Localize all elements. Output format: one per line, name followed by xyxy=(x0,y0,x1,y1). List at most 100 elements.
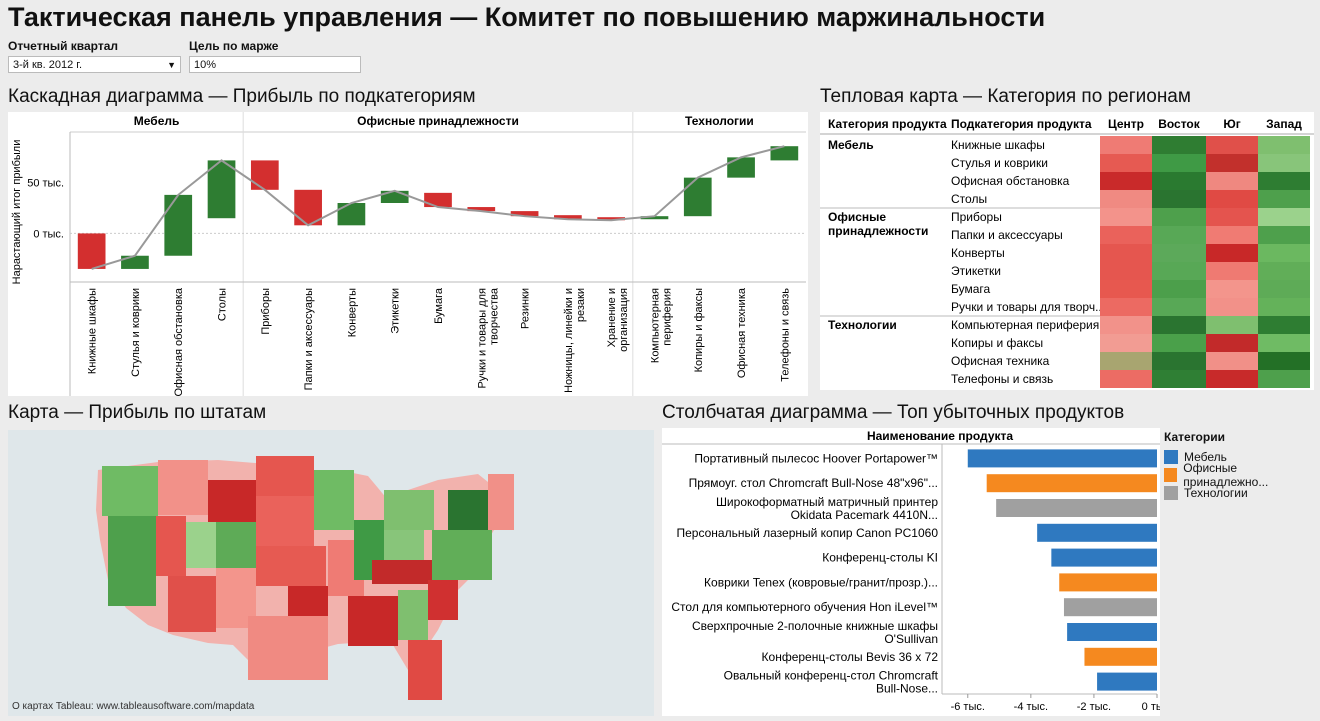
waterfall-bar[interactable] xyxy=(597,217,626,221)
heatmap-cell[interactable] xyxy=(1206,262,1258,280)
heatmap-cell[interactable] xyxy=(1206,136,1258,154)
heatmap-cell[interactable] xyxy=(1152,280,1206,298)
waterfall-bar[interactable] xyxy=(294,189,322,226)
bar-mark[interactable] xyxy=(967,449,1157,468)
heatmap-cell[interactable] xyxy=(1100,172,1152,190)
heatmap-cell[interactable] xyxy=(1206,316,1258,334)
state-region-oklahoma[interactable] xyxy=(288,586,328,616)
heatmap-cell[interactable] xyxy=(1100,262,1152,280)
heatmap-cell[interactable] xyxy=(1206,190,1258,208)
state-region-california[interactable] xyxy=(108,516,156,606)
heatmap-cell[interactable] xyxy=(1258,298,1310,316)
state-region-new-england[interactable] xyxy=(488,474,514,530)
waterfall-bar[interactable] xyxy=(510,211,539,217)
bar-mark[interactable] xyxy=(1051,548,1157,567)
waterfall-bar[interactable] xyxy=(121,255,149,269)
bar-mark[interactable] xyxy=(1084,647,1157,666)
state-region-carolinas[interactable] xyxy=(428,580,458,620)
bar-mark[interactable] xyxy=(1059,573,1157,592)
waterfall-bar[interactable] xyxy=(727,157,755,178)
state-region-plains[interactable] xyxy=(256,496,314,546)
heatmap-cell[interactable] xyxy=(1152,370,1206,388)
bar-mark[interactable] xyxy=(986,474,1157,493)
heatmap-cell[interactable] xyxy=(1258,370,1310,388)
heatmap-cell[interactable] xyxy=(1100,280,1152,298)
heatmap-cell[interactable] xyxy=(1206,298,1258,316)
heatmap-cell[interactable] xyxy=(1100,334,1152,352)
legend-item-tech[interactable]: Технологии xyxy=(1164,484,1318,502)
heatmap-cell[interactable] xyxy=(1152,334,1206,352)
heatmap-cell[interactable] xyxy=(1258,262,1310,280)
margin-input[interactable]: 10% xyxy=(189,56,361,73)
state-region-kansas[interactable] xyxy=(256,546,326,586)
heatmap-cell[interactable] xyxy=(1206,244,1258,262)
heatmap-cell[interactable] xyxy=(1206,172,1258,190)
waterfall-bar[interactable] xyxy=(164,194,193,256)
us-states-map[interactable] xyxy=(8,430,654,716)
heatmap-cell[interactable] xyxy=(1152,136,1206,154)
heatmap-cell[interactable] xyxy=(1100,370,1152,388)
heatmap-cell[interactable] xyxy=(1100,190,1152,208)
heatmap-cell[interactable] xyxy=(1258,280,1310,298)
state-region-northwest[interactable] xyxy=(102,466,158,516)
legend-item-furniture[interactable]: Мебель xyxy=(1164,448,1318,466)
state-region-georgia[interactable] xyxy=(398,590,428,640)
heatmap-cell[interactable] xyxy=(1100,352,1152,370)
heatmap-cell[interactable] xyxy=(1206,334,1258,352)
heatmap-cell[interactable] xyxy=(1100,298,1152,316)
quarter-dropdown[interactable]: 3-й кв. 2012 г. ▼ xyxy=(8,56,181,73)
waterfall-bar[interactable] xyxy=(337,203,366,226)
state-region-texas[interactable] xyxy=(248,616,328,680)
heatmap-cell[interactable] xyxy=(1152,172,1206,190)
heatmap-cell[interactable] xyxy=(1100,208,1152,226)
state-region-kentucky[interactable] xyxy=(372,560,432,584)
state-region-arizona[interactable] xyxy=(168,576,216,632)
heatmap-cell[interactable] xyxy=(1206,226,1258,244)
waterfall-bar[interactable] xyxy=(770,146,799,161)
heatmap-cell[interactable] xyxy=(1152,352,1206,370)
bar-mark[interactable] xyxy=(1063,598,1157,617)
state-region-dakotas[interactable] xyxy=(256,456,314,496)
legend-item-office[interactable]: Офисные принадлежно... xyxy=(1164,461,1318,489)
bar-mark[interactable] xyxy=(1097,672,1157,691)
heatmap-cell[interactable] xyxy=(1152,244,1206,262)
waterfall-bar[interactable] xyxy=(77,233,106,269)
bar-mark[interactable] xyxy=(996,499,1157,517)
state-region-florida[interactable] xyxy=(408,640,442,700)
waterfall-bar[interactable] xyxy=(207,160,236,219)
state-region-mississippi[interactable] xyxy=(348,596,398,646)
bar-mark[interactable] xyxy=(1067,623,1157,641)
state-region-nevada[interactable] xyxy=(156,516,186,576)
state-region-new-york[interactable] xyxy=(448,490,488,530)
heatmap-cell[interactable] xyxy=(1206,208,1258,226)
heatmap-cell[interactable] xyxy=(1152,316,1206,334)
heatmap-cell[interactable] xyxy=(1258,190,1310,208)
state-region-colorado[interactable] xyxy=(216,522,256,568)
heatmap-cell[interactable] xyxy=(1100,244,1152,262)
heatmap-cell[interactable] xyxy=(1258,172,1310,190)
heatmap-cell[interactable] xyxy=(1152,298,1206,316)
heatmap-cell[interactable] xyxy=(1206,352,1258,370)
state-region-minnesota[interactable] xyxy=(314,470,354,530)
heatmap-cell[interactable] xyxy=(1258,244,1310,262)
heatmap-cell[interactable] xyxy=(1206,370,1258,388)
map-credit[interactable]: О картах Tableau: www.tableausoftware.co… xyxy=(12,701,255,712)
state-region-mid-atlantic[interactable] xyxy=(432,530,492,580)
bar-mark[interactable] xyxy=(1037,523,1157,542)
waterfall-bar[interactable] xyxy=(554,215,582,220)
heatmap-cell[interactable] xyxy=(1206,154,1258,172)
heatmap-cell[interactable] xyxy=(1100,316,1152,334)
state-region-wyoming[interactable] xyxy=(208,480,256,522)
map-panel[interactable]: О картах Tableau: www.tableausoftware.co… xyxy=(8,430,654,716)
heatmap-cell[interactable] xyxy=(1258,154,1310,172)
waterfall-bar[interactable] xyxy=(250,160,279,190)
heatmap-cell[interactable] xyxy=(1152,208,1206,226)
heatmap-cell[interactable] xyxy=(1258,208,1310,226)
heatmap-cell[interactable] xyxy=(1258,136,1310,154)
heatmap-cell[interactable] xyxy=(1100,226,1152,244)
state-region-mountain-north[interactable] xyxy=(158,460,208,515)
heatmap-cell[interactable] xyxy=(1152,154,1206,172)
heatmap-cell[interactable] xyxy=(1258,334,1310,352)
state-region-great-lakes[interactable] xyxy=(384,490,434,530)
waterfall-bar[interactable] xyxy=(424,192,452,208)
